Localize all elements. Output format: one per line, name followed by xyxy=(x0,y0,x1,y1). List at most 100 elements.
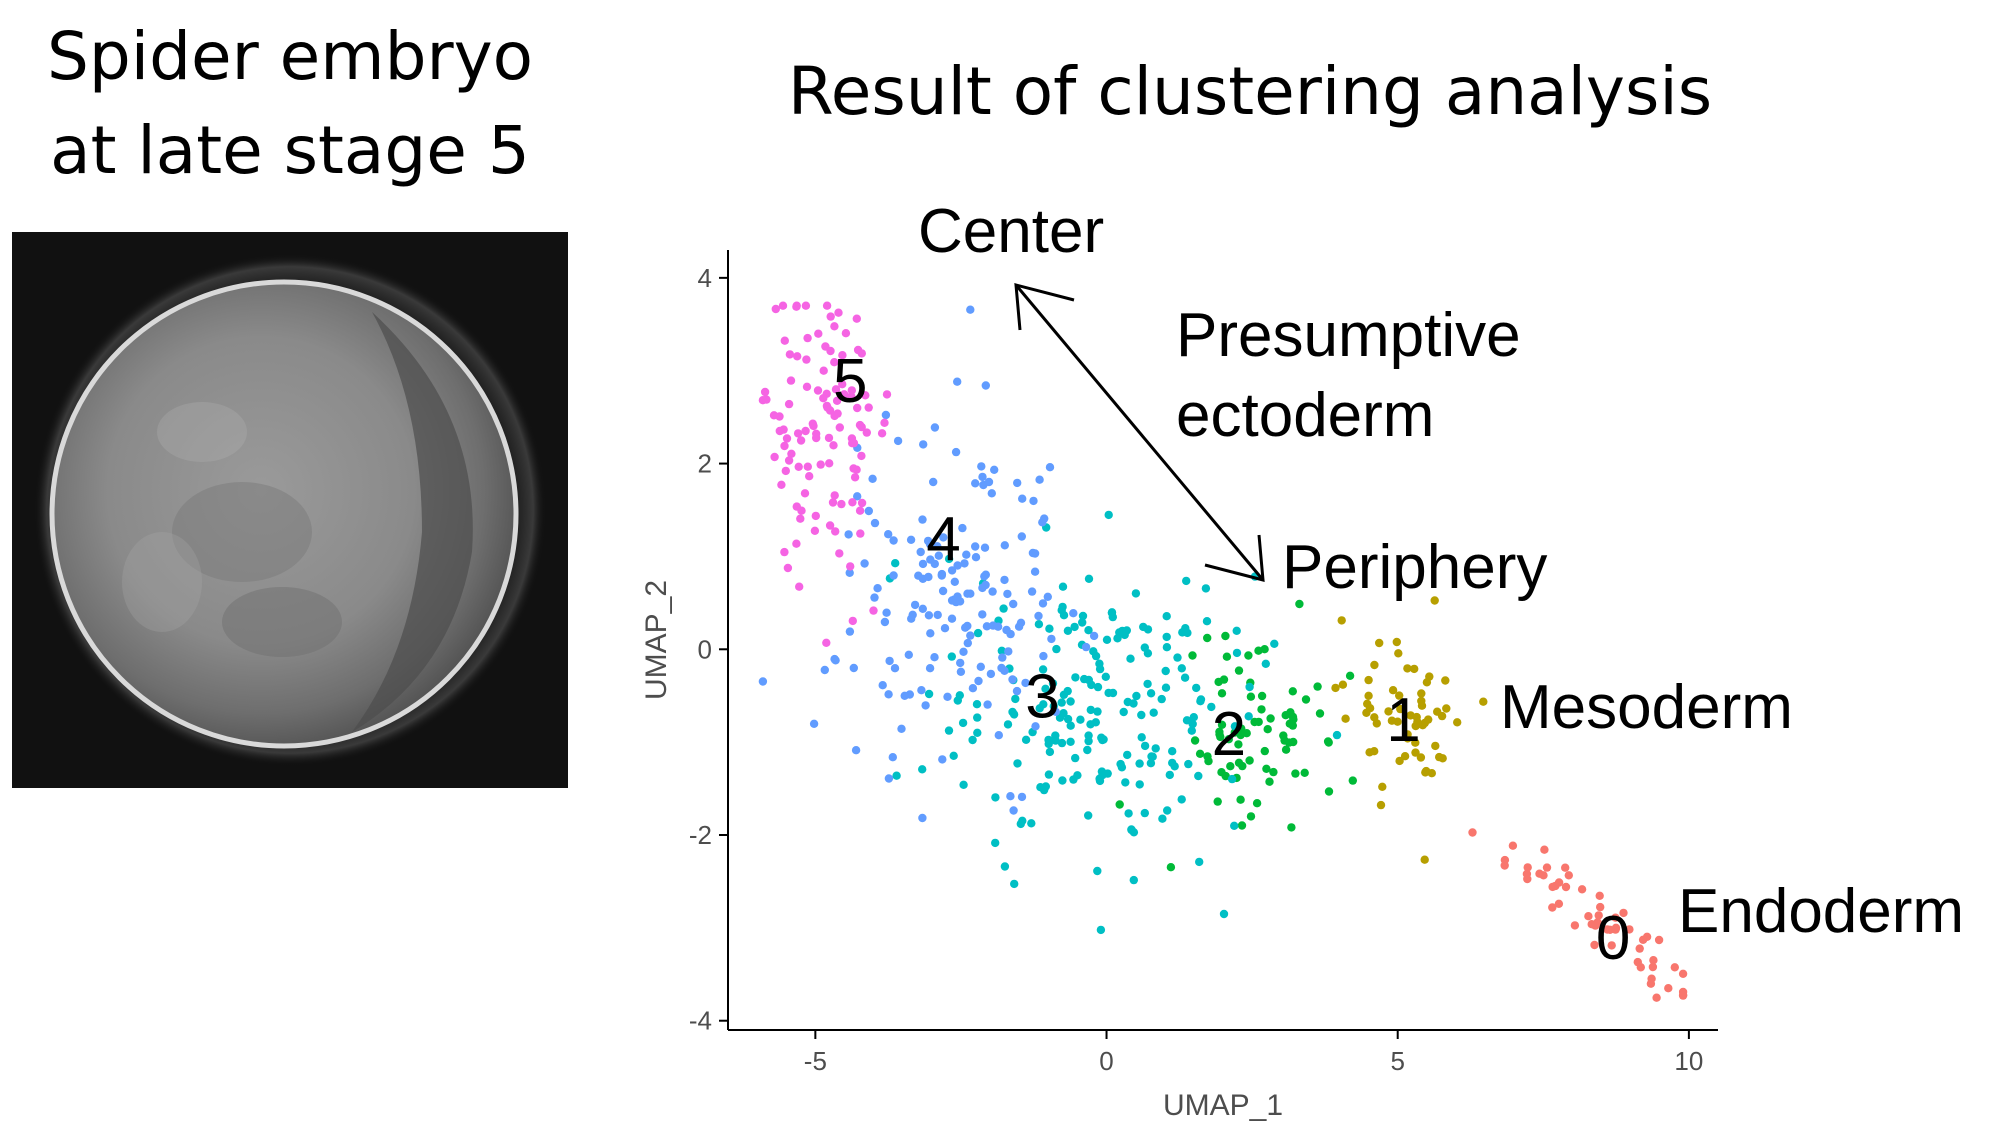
cluster-4-point xyxy=(960,559,969,568)
cluster-4-point xyxy=(962,550,971,559)
cluster-0-point xyxy=(1577,885,1587,894)
cluster-3-point xyxy=(1165,770,1175,780)
cluster-4-point xyxy=(990,465,999,474)
cluster-4-point xyxy=(904,650,913,659)
cluster-3-point xyxy=(1195,857,1204,867)
cluster-5-point xyxy=(823,403,832,412)
cluster-4-point xyxy=(917,686,926,695)
cluster-4-point xyxy=(930,559,939,569)
cluster-3-point xyxy=(1126,654,1135,663)
cluster-3-point xyxy=(1055,713,1065,722)
cluster-4-point xyxy=(1047,634,1056,644)
cluster-2-point xyxy=(1288,687,1298,696)
cluster-2-point xyxy=(1315,709,1325,718)
cluster-4-point xyxy=(831,656,840,665)
cluster-1-point xyxy=(1411,738,1420,747)
cluster-4-point xyxy=(1027,587,1037,596)
cluster-0-point xyxy=(1652,993,1661,1002)
cluster-4-point xyxy=(980,543,990,552)
cluster-1-point xyxy=(1387,716,1397,725)
cluster-2-point xyxy=(1237,724,1246,733)
cluster-1-point xyxy=(1337,616,1346,625)
x-tick-label: 10 xyxy=(1674,1046,1703,1076)
cluster-3-point xyxy=(1113,634,1122,643)
cluster-1-point xyxy=(1417,696,1426,706)
cluster-4-point xyxy=(978,610,987,619)
left-title: Spider embryo at late stage 5 xyxy=(0,10,580,198)
cluster-0-point xyxy=(1564,871,1574,880)
cluster-3-point xyxy=(994,616,1003,625)
cluster-3-point xyxy=(1063,714,1073,724)
cluster-4-point xyxy=(878,681,887,690)
cluster-5-point xyxy=(824,433,834,443)
cluster-4-point xyxy=(966,305,975,314)
cluster-4-point xyxy=(893,436,903,446)
cluster-0-point xyxy=(1654,935,1664,945)
cluster-4-point xyxy=(916,547,925,557)
cluster-5-point xyxy=(849,438,859,448)
cluster-0-point xyxy=(1508,841,1518,850)
cluster-0-point xyxy=(1500,861,1509,870)
cluster-3-point xyxy=(1232,648,1242,658)
cluster-3-point xyxy=(1084,574,1094,583)
cluster-3-point xyxy=(1207,702,1216,712)
cluster-3-point xyxy=(1097,767,1107,776)
cluster-3-point xyxy=(997,646,1006,655)
cluster-0-point xyxy=(1522,869,1532,879)
cluster-0-point xyxy=(1625,925,1634,934)
cluster-2-point xyxy=(1195,749,1205,758)
cluster-5-point xyxy=(777,480,786,489)
cluster-1-point xyxy=(1362,708,1371,717)
cluster-1-point xyxy=(1331,683,1340,693)
cluster-4-point xyxy=(1000,541,1009,550)
annotation-endoderm: Endoderm xyxy=(1678,877,1964,946)
cluster-3-point xyxy=(1192,683,1201,693)
cluster-4-point xyxy=(947,566,957,575)
cluster-5-point xyxy=(846,562,855,571)
cluster-3-point xyxy=(1066,697,1075,706)
cluster-3-point xyxy=(1108,612,1118,622)
cluster-2-point xyxy=(1217,689,1227,698)
cluster-4-point xyxy=(921,701,930,710)
cluster-1-point xyxy=(1376,800,1386,810)
cluster-2-point xyxy=(1250,717,1259,727)
cluster-3-point xyxy=(1076,715,1085,724)
cluster-5-point xyxy=(852,314,861,323)
cluster-4-point xyxy=(910,600,920,610)
cluster-4-point xyxy=(1051,707,1061,716)
cluster-3-point xyxy=(1051,736,1060,745)
cluster-4-point xyxy=(963,589,972,598)
embryo-illustration xyxy=(12,232,568,788)
cluster-4-point xyxy=(906,535,916,544)
cluster-2-point xyxy=(1188,651,1197,660)
cluster-4-point xyxy=(1089,631,1099,641)
cluster-0-point xyxy=(1596,902,1605,912)
cluster-2-point xyxy=(1257,691,1267,701)
cluster-5-point xyxy=(795,582,804,591)
cluster-1-point xyxy=(1378,782,1387,791)
cluster-0-point xyxy=(1649,956,1658,965)
cluster-5-point xyxy=(784,399,794,409)
cluster-4-point xyxy=(849,663,858,673)
cluster-3-point xyxy=(1039,700,1048,709)
cluster-5-point xyxy=(853,403,862,413)
cluster-5-point xyxy=(801,301,811,310)
cluster-1-point xyxy=(1403,664,1412,673)
cluster-4-point xyxy=(971,542,980,551)
cluster-2-point xyxy=(1295,599,1304,609)
cluster-3-point xyxy=(972,700,982,709)
cluster-1-point xyxy=(1388,686,1398,695)
cluster-1-point xyxy=(1435,752,1444,762)
cluster-5-point xyxy=(835,549,844,558)
cluster-4-point xyxy=(870,593,879,602)
cluster-5-point xyxy=(857,498,867,508)
cluster-3-point xyxy=(1045,747,1055,757)
cluster-2-point xyxy=(1348,776,1358,785)
cluster-5-point xyxy=(838,380,847,389)
cluster-4-point xyxy=(1000,666,1009,675)
cluster-5-point xyxy=(853,345,863,355)
cluster-2-point xyxy=(1281,711,1290,720)
cluster-3-point xyxy=(1057,698,1066,707)
cluster-1-point xyxy=(1364,691,1373,700)
cluster-4-point xyxy=(919,440,928,449)
